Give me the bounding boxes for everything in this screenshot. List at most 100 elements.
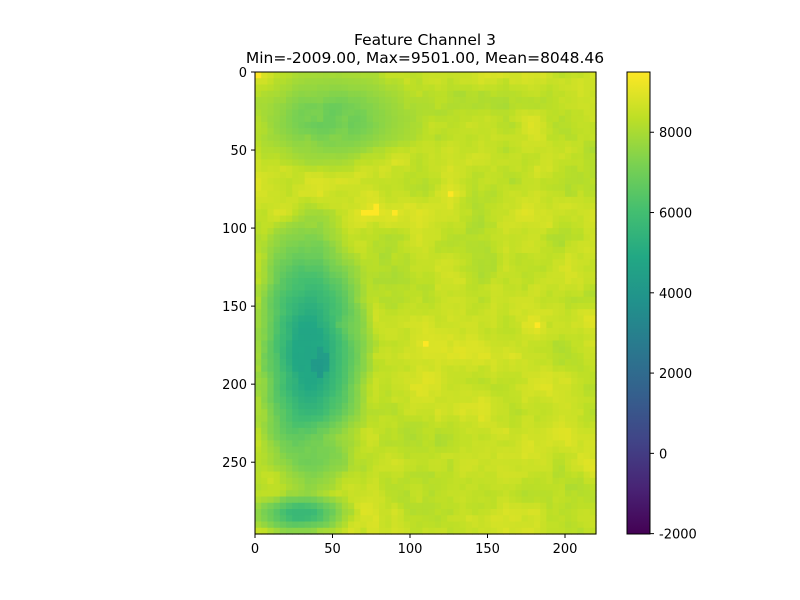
heatmap-cell — [515, 228, 523, 235]
heatmap-cell — [410, 171, 417, 179]
heatmap-cell — [267, 284, 275, 292]
heatmap-cell — [298, 309, 306, 317]
heatmap-cell — [360, 465, 368, 473]
heatmap-cell — [422, 203, 430, 210]
heatmap-cell — [577, 221, 585, 229]
heatmap-cell — [261, 371, 268, 379]
heatmap-cell — [310, 377, 318, 385]
heatmap-cell — [521, 259, 529, 267]
heatmap-cell — [589, 409, 597, 416]
heatmap-cell — [478, 284, 485, 292]
heatmap-cell — [496, 509, 504, 516]
heatmap-cell — [354, 240, 361, 248]
heatmap-cell — [385, 415, 392, 423]
heatmap-cell — [472, 265, 479, 273]
heatmap-cell — [341, 84, 349, 92]
heatmap-cell — [434, 490, 442, 498]
heatmap-cell — [478, 515, 485, 523]
heatmap-cell — [403, 159, 411, 167]
heatmap-cell — [496, 240, 504, 248]
heatmap-cell — [434, 215, 442, 223]
heatmap-cell — [354, 146, 361, 154]
heatmap-cell — [546, 309, 554, 317]
heatmap-cell — [478, 265, 485, 273]
heatmap-cell — [490, 134, 498, 142]
heatmap-cell — [484, 121, 492, 129]
heatmap-cell — [422, 477, 430, 485]
heatmap-cell — [391, 159, 399, 167]
heatmap-cell — [577, 115, 585, 123]
heatmap-cell — [255, 178, 262, 185]
heatmap-cell — [255, 346, 262, 354]
heatmap-cell — [496, 296, 504, 304]
heatmap-cell — [323, 477, 330, 485]
heatmap-cell — [267, 290, 275, 298]
heatmap-cell — [503, 78, 510, 86]
heatmap-cell — [329, 234, 337, 242]
heatmap-cell — [317, 327, 324, 335]
heatmap-cell — [428, 303, 436, 310]
heatmap-cell — [515, 284, 523, 292]
heatmap-cell — [453, 421, 461, 429]
heatmap-cell — [317, 490, 324, 498]
heatmap-cell — [397, 315, 405, 323]
heatmap-cell — [571, 134, 578, 142]
heatmap-cell — [534, 465, 541, 473]
heatmap-cell — [341, 228, 349, 235]
heatmap-cell — [503, 165, 510, 173]
heatmap-cell — [589, 140, 597, 148]
heatmap-cell — [534, 109, 541, 117]
heatmap-cell — [453, 459, 461, 466]
heatmap-cell — [509, 234, 516, 242]
heatmap-cell — [509, 521, 516, 529]
heatmap-cell — [453, 209, 461, 217]
heatmap-cell — [391, 309, 399, 317]
heatmap-cell — [478, 446, 485, 454]
heatmap-cell — [465, 390, 473, 398]
heatmap-cell — [379, 296, 386, 304]
heatmap-cell — [583, 96, 591, 104]
heatmap-cell — [372, 315, 380, 323]
heatmap-cell — [360, 321, 368, 329]
heatmap-cell — [496, 409, 504, 416]
heatmap-cell — [391, 384, 399, 391]
heatmap-cell — [354, 390, 361, 398]
heatmap-cell — [459, 253, 467, 260]
heatmap-cell — [317, 434, 324, 441]
heatmap-cell — [521, 221, 529, 229]
heatmap-cell — [465, 203, 473, 210]
heatmap-cell — [577, 128, 585, 136]
heatmap-cell — [379, 415, 386, 423]
heatmap-cell — [571, 359, 578, 367]
heatmap-cell — [261, 190, 268, 198]
heatmap-cell — [286, 321, 293, 329]
heatmap-cell — [447, 527, 454, 535]
heatmap-cell — [379, 165, 386, 173]
heatmap-cell — [267, 327, 275, 335]
heatmap-cell — [273, 221, 281, 229]
heatmap-cell — [329, 165, 337, 173]
heatmap-cell — [434, 321, 442, 329]
heatmap-cell — [416, 171, 423, 179]
heatmap-cell — [360, 109, 368, 117]
heatmap-cell — [304, 434, 312, 441]
heatmap-cell — [410, 390, 417, 398]
heatmap-cell — [459, 128, 467, 136]
heatmap-cell — [571, 390, 578, 398]
heatmap-cell — [385, 140, 392, 148]
heatmap-cell — [366, 284, 374, 292]
heatmap-cell — [329, 271, 337, 279]
heatmap-cell — [317, 502, 324, 510]
heatmap-cell — [447, 477, 454, 485]
heatmap-cell — [490, 377, 498, 385]
heatmap-cell — [571, 203, 578, 210]
heatmap-cell — [521, 427, 529, 435]
heatmap-cell — [267, 309, 275, 317]
heatmap-cell — [552, 171, 560, 179]
heatmap-cell — [509, 321, 516, 329]
heatmap-cell — [484, 471, 492, 479]
heatmap-cell — [372, 178, 380, 185]
heatmap-cell — [509, 327, 516, 335]
heatmap-cell — [304, 203, 312, 210]
heatmap-cell — [292, 446, 299, 454]
